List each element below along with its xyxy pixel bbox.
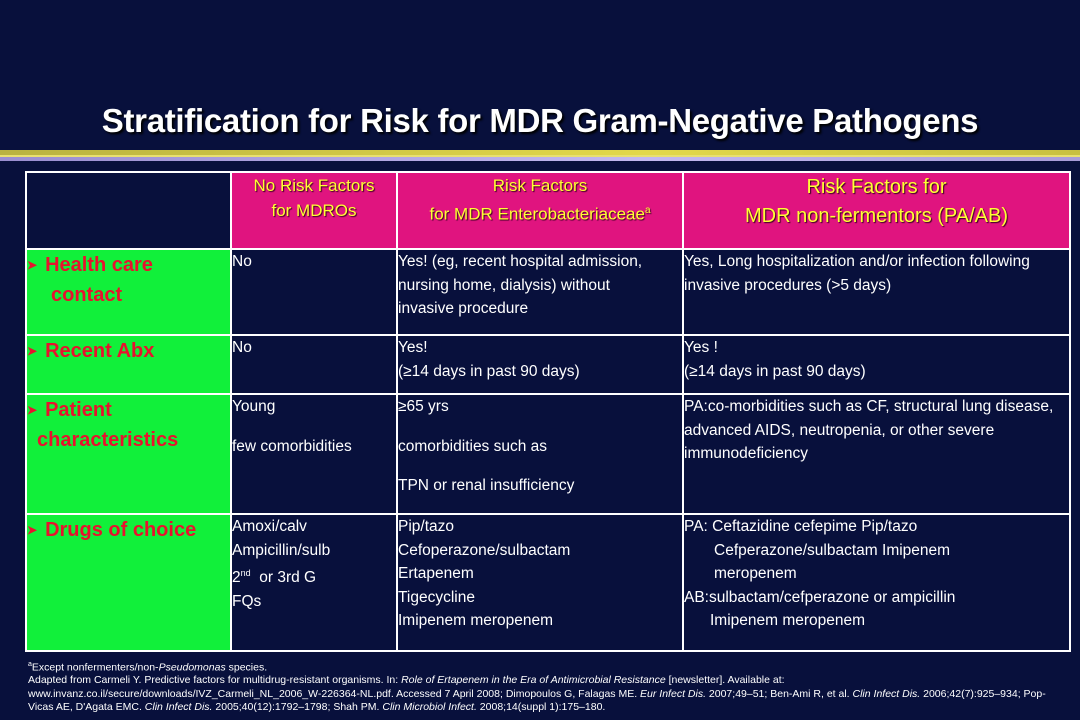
cell-health-care-entero: Yes! (eg, recent hospital admission, nur… [396, 248, 684, 336]
cell-text: Young [232, 398, 276, 415]
row-label-patient-1: Patient [45, 399, 112, 421]
header-enterobacteriaceae: Risk Factors for MDR Enterobacteriaceaea [396, 171, 684, 250]
header-no-risk-line1: No Risk Factors [253, 176, 375, 195]
cell-text: immunodeficiency [684, 445, 809, 462]
cell-patient-no-risk: Young few comorbidities [230, 393, 398, 515]
row-label-health-care-2: contact [51, 284, 123, 306]
cell-text-generation: 2nd or 3rd G [232, 568, 317, 587]
title-divider-yellow [0, 150, 1080, 155]
row-health-care-contact: ➤ Health care contact No Yes! (eg, recent… [25, 248, 1071, 336]
cell-text: TPN or renal insufficiency [398, 477, 575, 494]
cell-recent-abx-no-risk: No [230, 334, 398, 395]
cell-text: Cefperazone/sulbactam Imipenem [714, 541, 951, 559]
cell-text: Imipenem meropenem [710, 612, 866, 629]
arrowhead-bullet-icon: ➤ [27, 258, 38, 272]
cell-text: No [232, 253, 252, 270]
cell-text: Pip/tazo [398, 518, 455, 535]
header-non-fermentors: Risk Factors for MDR non-fermentors (PA/… [682, 171, 1071, 250]
row-drugs-of-choice: ➤ Drugs of choice Amoxi/calv Ampicillin/s… [25, 513, 1071, 652]
cell-text: (≥14 days in past 90 days) [684, 362, 866, 380]
cell-text: ≥65 yrs [398, 398, 449, 415]
cell-text: meropenem [714, 565, 797, 582]
cell-health-care-no-risk: No [230, 248, 398, 336]
cell-text: Amoxi/calv [232, 518, 307, 535]
row-header-health-care: ➤ Health care contact [25, 248, 232, 336]
cell-text: advanced AIDS, neutropenia, or other sev… [684, 421, 995, 439]
header-no-risk: No Risk Factors for MDROs [230, 171, 398, 250]
cell-drugs-no-risk: Amoxi/calv Ampicillin/sulb 2nd or 3rd G … [230, 513, 398, 652]
references: Adapted from Carmeli Y. Predictive facto… [28, 674, 1046, 713]
cell-text: invasive procedures (>5 days) [684, 276, 892, 294]
header-entero-line1: Risk Factors [492, 176, 588, 195]
corner-cell [25, 171, 232, 250]
row-header-recent-abx: ➤ Recent Abx [25, 334, 232, 395]
cell-patient-nonferm: PA:co-morbidities such as CF, structural… [682, 393, 1071, 515]
title-divider-light [0, 155, 1080, 157]
row-recent-abx: ➤ Recent Abx No Yes! (≥14 days in past 90… [25, 334, 1071, 395]
header-row: No Risk Factors for MDROs Risk Factors f… [25, 171, 1071, 250]
title-divider-lavender [0, 157, 1080, 161]
cell-patient-entero: ≥65 yrs comorbidities such as TPN or ren… [396, 393, 684, 515]
row-label-health-care-1: Health care [45, 254, 153, 276]
cell-text: No [232, 339, 252, 356]
cell-recent-abx-entero: Yes! (≥14 days in past 90 days) [396, 334, 684, 395]
cell-text: Imipenem meropenem [398, 612, 554, 629]
header-nonferm-line2: MDR non-fermentors (PA/AB) [744, 205, 1009, 227]
row-label-drugs: Drugs of choice [45, 519, 197, 541]
cell-text: Ertapenem [398, 565, 474, 582]
cell-text: nursing home, dialysis) without [398, 276, 610, 294]
header-entero-line2: for MDR Enterobacteriaceae [429, 204, 645, 224]
row-header-patient: ➤ Patient characteristics [25, 393, 232, 515]
cell-drugs-nonferm: PA: Ceftazidine cefepime Pip/tazo Cefper… [682, 513, 1071, 652]
cell-text: FQs [232, 592, 262, 610]
row-header-drugs: ➤ Drugs of choice [25, 513, 232, 652]
row-label-patient-2: characteristics [37, 429, 179, 451]
header-no-risk-line2: for MDROs [271, 201, 357, 220]
risk-stratification-table: No Risk Factors for MDROs Risk Factors f… [25, 171, 1071, 652]
row-patient-characteristics: ➤ Patient characteristics Young few comor… [25, 393, 1071, 515]
cell-text: Yes ! [684, 339, 718, 356]
cell-text: AB:sulbactam/cefperazone or ampicillin [684, 588, 956, 606]
slide-title: Stratification for Risk for MDR Gram-Neg… [101, 102, 979, 139]
cell-text: Yes! [398, 339, 428, 356]
cell-text: (≥14 days in past 90 days) [398, 362, 580, 380]
arrowhead-bullet-icon: ➤ [27, 523, 38, 537]
header-entero-footnote-mark: a [644, 205, 651, 216]
cell-health-care-nonferm: Yes, Long hospitalization and/or infecti… [682, 248, 1071, 336]
cell-text: Yes! (eg, recent hospital admission, [398, 253, 643, 270]
cell-text: PA: Ceftazidine cefepime Pip/tazo [684, 518, 918, 535]
cell-recent-abx-nonferm: Yes ! (≥14 days in past 90 days) [682, 334, 1071, 395]
cell-text: invasive procedure [398, 300, 529, 317]
arrowhead-bullet-icon: ➤ [27, 344, 38, 358]
cell-text: few comorbidities [232, 437, 352, 455]
cell-text: PA:co-morbidities such as CF, structural… [684, 398, 1054, 415]
cell-text: Yes, Long hospitalization and/or infecti… [684, 253, 1030, 270]
cell-text: Tigecycline [398, 588, 475, 606]
cell-text: Ampicillin/sulb [232, 541, 331, 559]
arrowhead-bullet-icon: ➤ [27, 403, 38, 417]
header-nonferm-line1: Risk Factors for [806, 176, 947, 198]
row-label-recent-abx: Recent Abx [45, 340, 155, 362]
cell-drugs-entero: Pip/tazo Cefoperazone/sulbactam Ertapene… [396, 513, 684, 652]
footnote: aExcept nonfermenters/non-Pseudomonas sp… [28, 661, 268, 674]
cell-text: Cefoperazone/sulbactam [398, 541, 571, 559]
cell-text: comorbidities such as [398, 437, 548, 455]
